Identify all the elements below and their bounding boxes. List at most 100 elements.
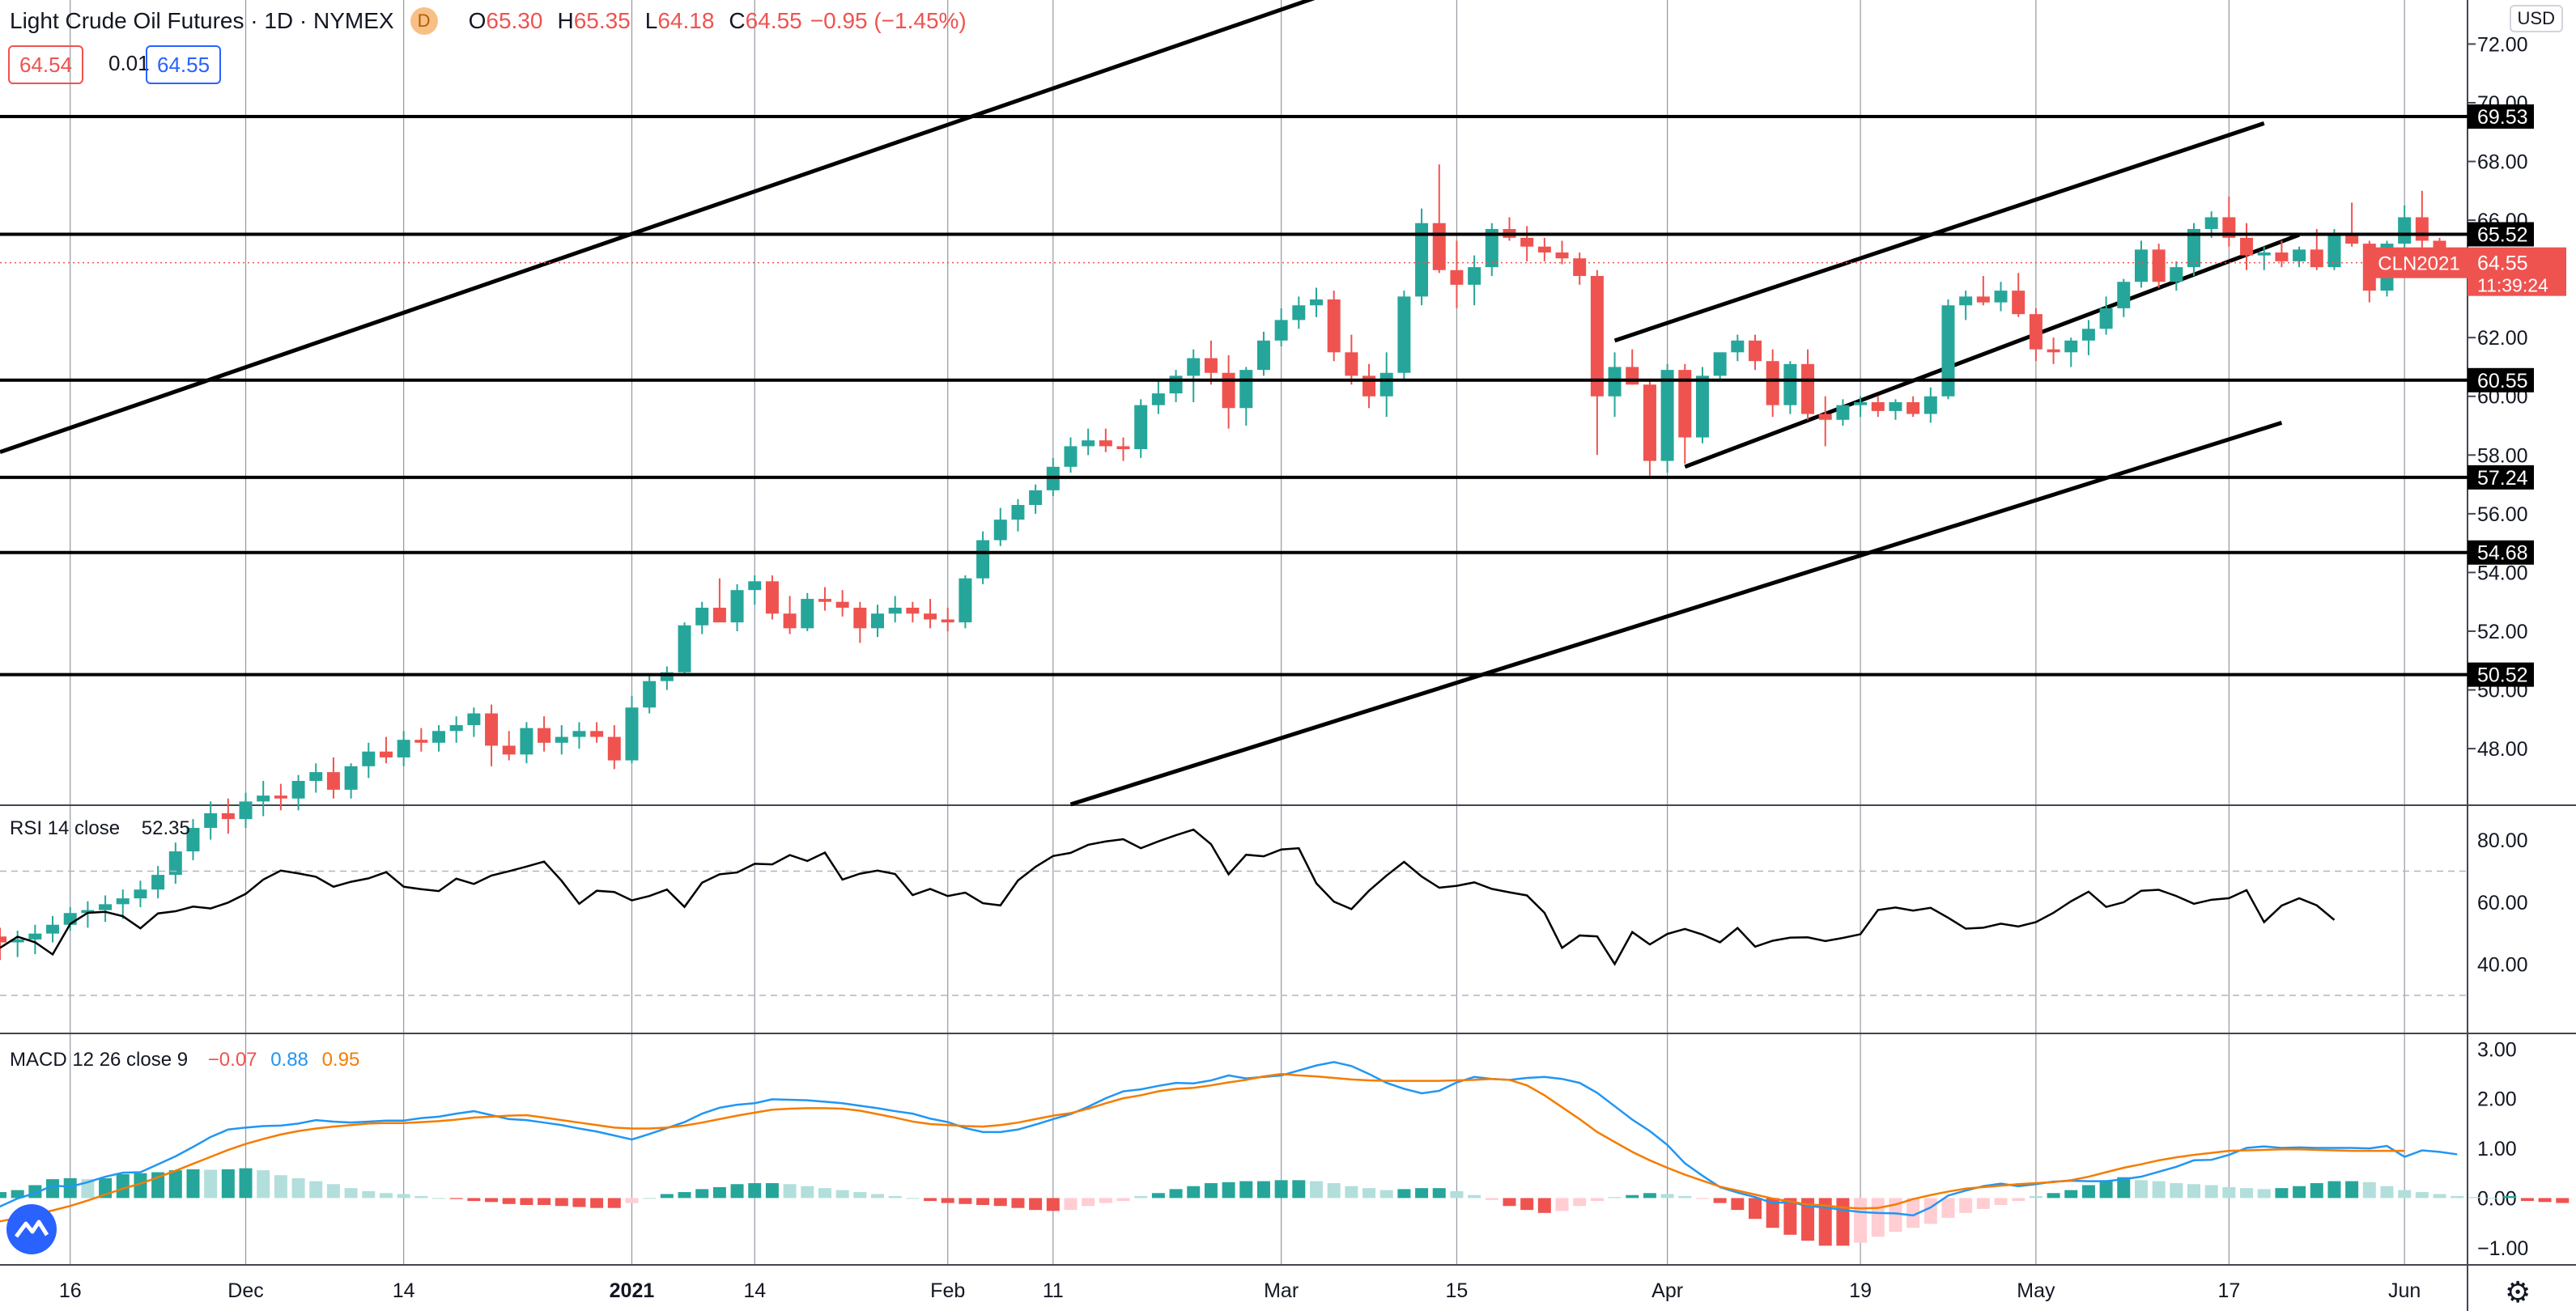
macd-histogram-bar (2556, 1198, 2570, 1203)
macd-histogram-bar (1029, 1198, 1043, 1211)
symbol-title[interactable]: Light Crude Oil Futures · 1D · NYMEX (10, 8, 394, 33)
macd-histogram-bar (2433, 1194, 2446, 1199)
candle-body (1555, 252, 1569, 259)
macd-histogram-bar (204, 1169, 218, 1199)
macd-histogram-bar (257, 1170, 270, 1199)
currency-button[interactable]: USD (2509, 5, 2563, 32)
candle-body (1099, 440, 1112, 447)
candle-body (2327, 235, 2341, 268)
tradingview-logo-icon[interactable] (6, 1204, 57, 1254)
price-tick-label: 48.00 (2477, 738, 2528, 761)
level-price-tag (2468, 465, 2534, 490)
candle-body (1731, 340, 1745, 353)
candle-body (1713, 352, 1727, 376)
candle-body (801, 599, 814, 629)
candle-body (572, 731, 586, 737)
candle-body (1854, 402, 1868, 405)
candle-body (239, 801, 253, 820)
macd-histogram-bar (1011, 1198, 1025, 1208)
macd-histogram-bar (1941, 1198, 1955, 1218)
macd-tick-label: 3.00 (2477, 1038, 2517, 1061)
last-price-tag (2468, 247, 2566, 296)
candle-body (976, 540, 990, 579)
candle-body (1327, 299, 1341, 353)
macd-histogram-bar (449, 1198, 463, 1199)
macd-histogram-bar (2538, 1198, 2552, 1203)
candle-body (1994, 291, 2008, 303)
candle-body (449, 725, 463, 732)
level-price-tag (2468, 222, 2534, 247)
candle-body (959, 578, 972, 623)
level-price-tag (2468, 662, 2534, 687)
macd-histogram-bar (1573, 1198, 1587, 1207)
macd-histogram-bar (1064, 1198, 1078, 1211)
candle-body (835, 601, 849, 608)
gear-icon[interactable]: ⚙ (2505, 1275, 2531, 1309)
trend-line (1684, 232, 2300, 469)
candle-body (695, 607, 709, 626)
macd-histogram-bar (168, 1170, 182, 1199)
candle-body (344, 766, 358, 790)
candle-body (0, 936, 6, 943)
candle-body (712, 607, 726, 623)
macd-histogram-bar (1608, 1197, 1622, 1199)
candle-body (906, 607, 920, 614)
candle-body (379, 751, 393, 757)
macd-histogram-bar (11, 1190, 24, 1199)
macd-histogram-bar (1783, 1198, 1797, 1235)
time-axis-label: 11 (1043, 1279, 1064, 1302)
candle-body (1379, 372, 1393, 397)
sell-price-button[interactable]: 64.54 (8, 45, 84, 84)
candle-body (168, 851, 182, 876)
macd-histogram-bar (1731, 1198, 1745, 1211)
macd-histogram-bar (590, 1198, 604, 1208)
rsi-title[interactable]: RSI 14 close (10, 817, 121, 839)
candle-body (678, 625, 691, 672)
high-label: H (557, 8, 574, 33)
macd-histogram-bar (1204, 1183, 1218, 1199)
candle-body (1923, 396, 1937, 414)
macd-histogram-bar (116, 1173, 130, 1199)
candle-body (783, 613, 797, 629)
candle-body (1256, 340, 1270, 371)
price-tick-label: 52.00 (2477, 621, 2528, 643)
time-axis-label: Apr (1651, 1279, 1683, 1302)
symbol-header: Light Crude Oil Futures · 1D · NYMEX D O… (10, 5, 967, 37)
macd-histogram-bar (2012, 1198, 2026, 1202)
macd-histogram-bar (678, 1192, 691, 1199)
macd-histogram-bar (1485, 1198, 1498, 1200)
macd-histogram-bar (1678, 1195, 1692, 1199)
macd-histogram-bar (397, 1194, 410, 1199)
candle-body (1134, 405, 1148, 450)
candle-body (924, 613, 937, 620)
price-tick-label: 58.00 (2477, 444, 2528, 467)
price-tick-label: 56.00 (2477, 503, 2528, 526)
time-axis-label: May (2017, 1279, 2055, 1302)
macd-histogram-bar (538, 1198, 551, 1206)
close-value: 64.55 (745, 8, 802, 33)
candle-body (660, 672, 674, 681)
macd-histogram-bar (502, 1198, 516, 1204)
macd-histogram-bar (818, 1188, 831, 1199)
macd-title[interactable]: MACD 12 26 close 9 (10, 1049, 189, 1071)
candle-body (99, 904, 113, 910)
macd-histogram-bar (695, 1189, 709, 1199)
macd-histogram-bar (2362, 1182, 2376, 1199)
macd-histogram-bar (1379, 1190, 1393, 1199)
buy-price-button[interactable]: 64.55 (146, 45, 222, 84)
candle-body (2099, 308, 2113, 329)
candle-body (853, 607, 867, 629)
candle-body (2012, 291, 2026, 315)
macd-histogram-bar (730, 1184, 744, 1199)
candle-body (1766, 361, 1779, 405)
macd-histogram-bar (783, 1184, 797, 1199)
macd-histogram-bar (1906, 1198, 1920, 1228)
candle-body (1169, 375, 1183, 394)
delayed-data-badge[interactable]: D (410, 7, 438, 35)
macd-histogram-bar (2240, 1188, 2254, 1199)
macd-histogram-bar (1046, 1198, 1060, 1211)
macd-histogram-bar (1590, 1198, 1604, 1202)
candle-body (28, 933, 42, 940)
macd-histogram-bar (2117, 1177, 2131, 1199)
